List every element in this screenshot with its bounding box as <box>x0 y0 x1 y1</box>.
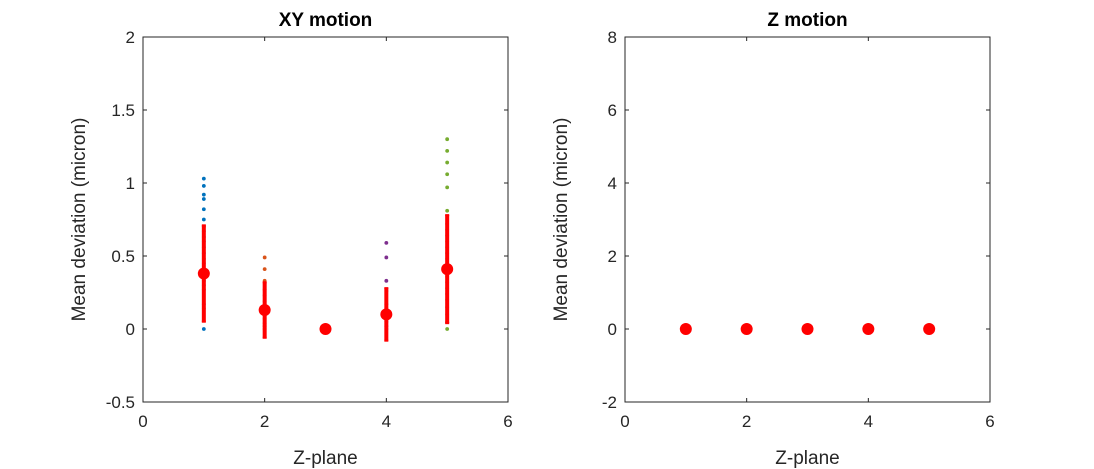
y-tick-label: 1 <box>126 174 135 193</box>
data-point <box>262 267 267 272</box>
y-axis-label: Mean deviation (micron) <box>69 118 90 322</box>
axes-frame <box>624 36 991 403</box>
y-tick-label: -2 <box>602 393 617 412</box>
data-point <box>445 137 450 142</box>
data-point <box>384 278 389 283</box>
chart-title: XY motion <box>279 10 373 31</box>
mean-std-series <box>679 323 936 335</box>
mean-marker <box>197 267 210 280</box>
x-axis-label: Z-plane <box>775 448 839 469</box>
y-axis-label: Mean deviation (micron) <box>551 118 572 322</box>
x-axis-label: Z-plane <box>293 448 357 469</box>
y-tick-label: 2 <box>608 247 617 266</box>
axes-frame <box>142 36 509 403</box>
y-tick-label: 0 <box>608 320 617 339</box>
mean-std-series <box>197 214 454 342</box>
y-tick-label: -0.5 <box>106 393 135 412</box>
data-point <box>445 172 450 177</box>
y-tick-label: 0 <box>126 320 135 339</box>
data-point <box>445 208 450 213</box>
mean-marker <box>862 323 875 335</box>
mean-marker <box>441 263 454 276</box>
data-point <box>201 192 206 197</box>
data-point <box>445 160 450 165</box>
mean-marker <box>801 323 814 335</box>
x-tick-label: 0 <box>620 412 629 431</box>
x-tick-label: 0 <box>138 412 147 431</box>
data-point <box>445 148 450 153</box>
data-point <box>201 184 206 188</box>
mean-marker <box>319 323 332 335</box>
data-point <box>445 327 450 331</box>
data-point <box>445 185 450 190</box>
chart-title: Z motion <box>767 10 847 31</box>
y-tick-label: 8 <box>608 28 617 47</box>
data-point <box>384 240 389 245</box>
x-tick-label: 4 <box>382 412 391 431</box>
y-tick-label: 6 <box>608 101 617 120</box>
y-tick-label: 4 <box>608 174 617 193</box>
mean-marker <box>740 323 753 335</box>
x-tick-label: 6 <box>985 412 994 431</box>
y-tick-label: 0.5 <box>111 247 135 266</box>
mean-marker <box>923 323 936 335</box>
x-tick-label: 4 <box>864 412 873 431</box>
x-tick-label: 2 <box>742 412 751 431</box>
mean-marker <box>679 323 692 335</box>
y-tick-label: 2 <box>126 28 135 47</box>
x-tick-label: 6 <box>503 412 512 431</box>
data-point <box>201 217 206 222</box>
data-point <box>201 207 206 212</box>
data-point <box>201 327 206 331</box>
data-point <box>201 197 206 201</box>
y-tick-label: 1.5 <box>111 101 135 120</box>
data-point <box>262 255 267 260</box>
mean-marker <box>258 304 271 317</box>
x-tick-label: 2 <box>260 412 269 431</box>
data-point <box>384 255 389 260</box>
data-point <box>201 176 206 181</box>
mean-marker <box>380 308 393 321</box>
